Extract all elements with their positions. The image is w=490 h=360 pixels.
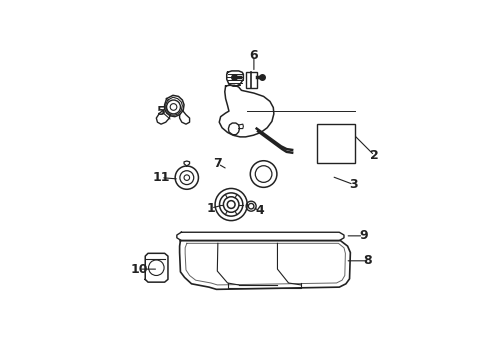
Text: 10: 10: [130, 262, 147, 276]
Text: 1: 1: [207, 202, 215, 215]
Text: 3: 3: [349, 178, 358, 191]
Bar: [245, 72, 257, 87]
Text: 8: 8: [363, 254, 372, 267]
Text: 4: 4: [255, 204, 264, 217]
Text: 9: 9: [359, 229, 368, 242]
Text: 7: 7: [214, 157, 222, 170]
Text: 2: 2: [370, 149, 379, 162]
Bar: [317, 124, 355, 163]
Text: 5: 5: [157, 105, 166, 118]
Text: 6: 6: [249, 49, 258, 62]
Text: 11: 11: [152, 171, 170, 184]
